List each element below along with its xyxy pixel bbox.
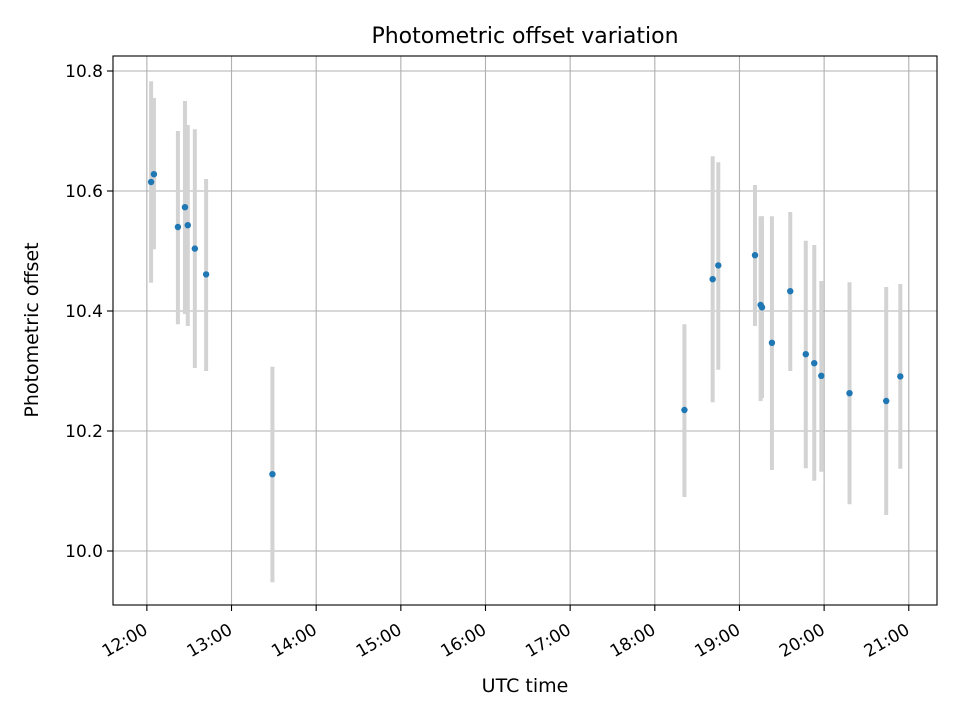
y-axis-ticks: 10.0 10.2 10.4 10.6 10.8: [65, 62, 113, 562]
data-point: [681, 406, 688, 414]
data-point: [709, 276, 716, 283]
y-tick-label: 10.6: [65, 182, 103, 202]
y-tick-label: 10.4: [65, 302, 103, 322]
data-point: [181, 204, 189, 211]
data-markers: [147, 171, 904, 478]
plot-area-frame: [112, 55, 938, 606]
data-point: [811, 360, 818, 367]
x-axis-label: UTC time: [482, 675, 569, 697]
data-point: [184, 222, 191, 229]
data-point: [818, 372, 825, 379]
y-tick-label: 10.0: [65, 542, 103, 562]
data-point: [147, 178, 155, 186]
data-point: [191, 245, 199, 252]
data-point: [846, 390, 853, 397]
y-tick-label: 10.8: [65, 62, 103, 82]
data-point: [768, 339, 776, 346]
y-axis-label: Photometric offset: [21, 242, 43, 417]
data-point: [751, 252, 759, 259]
data-point: [269, 471, 276, 478]
y-tick-label: 10.2: [65, 422, 103, 442]
data-point: [174, 223, 182, 231]
data-point: [150, 171, 158, 178]
grid-lines: [113, 56, 937, 605]
data-point: [802, 351, 809, 358]
data-point: [883, 397, 890, 405]
data-point: [787, 288, 794, 295]
data-point: [758, 304, 766, 311]
data-point: [897, 373, 904, 380]
chart-title: Photometric offset variation: [371, 24, 678, 49]
data-point: [715, 262, 722, 269]
data-point: [202, 271, 210, 278]
